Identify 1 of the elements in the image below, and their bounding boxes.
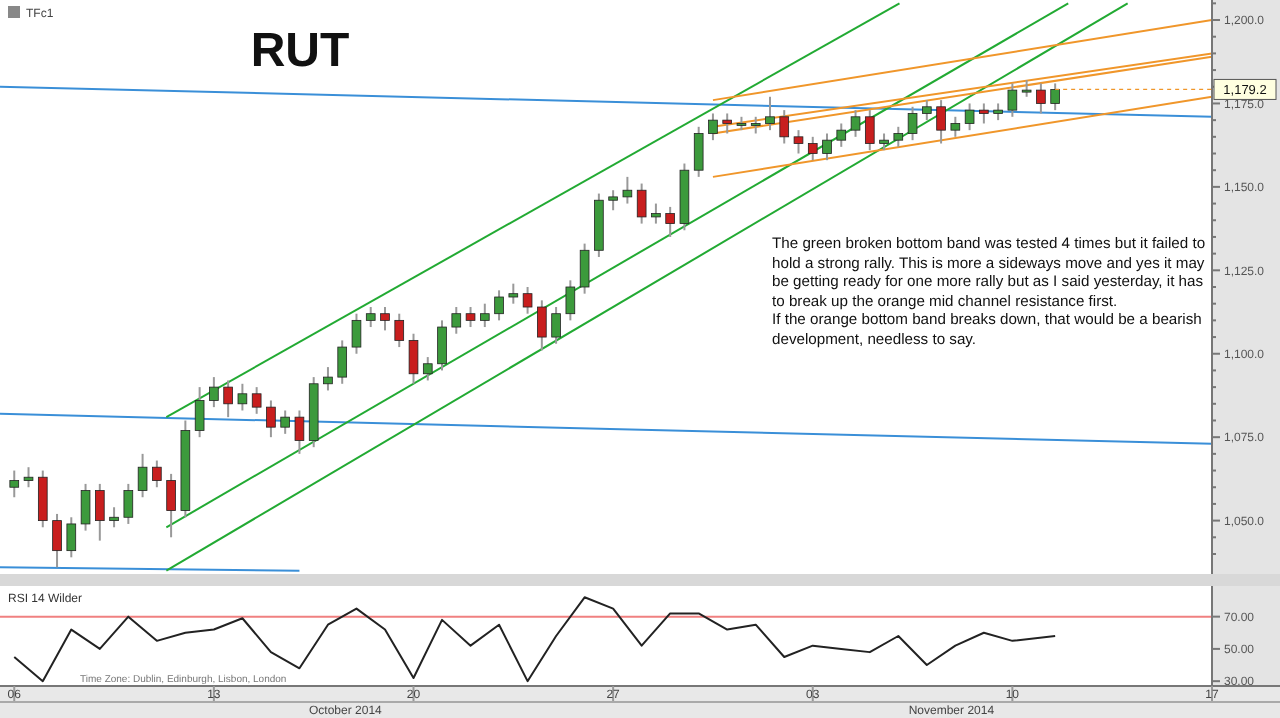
text: RUT	[250, 24, 350, 78]
